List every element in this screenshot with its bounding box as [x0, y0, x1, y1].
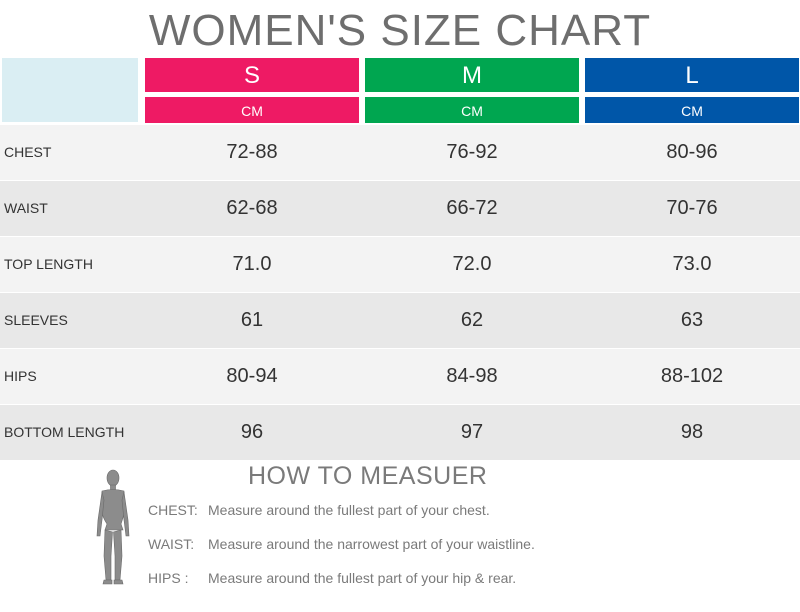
- cell-l: 98: [680, 421, 704, 443]
- cell-l: 70-76: [666, 197, 718, 219]
- size-unit-s: CM: [145, 97, 359, 123]
- cell-m: 66-72: [446, 197, 498, 219]
- size-unit-m: CM: [365, 97, 579, 123]
- howto-key: WAIST:: [148, 536, 195, 552]
- size-header-l: L: [585, 58, 799, 92]
- table-row-hips: HIPS 80-94 84-98 88-102: [0, 349, 800, 404]
- row-label: WAIST: [4, 200, 48, 216]
- howto-item-waist: WAIST: Measure around the narrowest part …: [148, 536, 535, 552]
- cell-s: 80-94: [226, 365, 278, 387]
- table-row-chest: CHEST 72-88 76-92 80-96: [0, 125, 800, 180]
- howto-text: Measure around the fullest part of your …: [208, 570, 517, 586]
- cell-s: 61: [240, 309, 264, 331]
- howto-text: Measure around the fullest part of your …: [208, 502, 490, 518]
- cell-m: 62: [460, 309, 484, 331]
- row-label: BOTTOM LENGTH: [4, 424, 125, 440]
- row-label: HIPS: [4, 368, 37, 384]
- header-corner-cell: [2, 58, 138, 122]
- table-row-waist: WAIST 62-68 66-72 70-76: [0, 181, 800, 236]
- table-row-bottom-length: BOTTOM LENGTH 96 97 98: [0, 405, 800, 460]
- row-label: CHEST: [4, 144, 52, 160]
- howto-item-hips: HIPS : Measure around the fullest part of…: [148, 570, 516, 586]
- howto-text: Measure around the narrowest part of you…: [208, 536, 535, 552]
- cell-m: 97: [460, 421, 484, 443]
- row-label: SLEEVES: [4, 312, 68, 328]
- female-body-silhouette-icon: [95, 468, 131, 593]
- cell-m: 84-98: [446, 365, 498, 387]
- cell-s: 71.0: [232, 253, 272, 275]
- cell-l: 80-96: [666, 141, 718, 163]
- cell-l: 73.0: [672, 253, 712, 275]
- howto-key: HIPS :: [148, 570, 189, 586]
- cell-m: 76-92: [446, 141, 498, 163]
- cell-s: 72-88: [226, 141, 278, 163]
- table-row-sleeves: SLEEVES 61 62 63: [0, 293, 800, 348]
- cell-s: 62-68: [226, 197, 278, 219]
- size-unit-l: CM: [585, 97, 799, 123]
- howto-item-chest: CHEST: Measure around the fullest part of…: [148, 502, 490, 518]
- size-header-s: S: [145, 58, 359, 92]
- chart-title: WOMEN'S SIZE CHART: [148, 6, 652, 55]
- cell-l: 63: [680, 309, 704, 331]
- row-label: TOP LENGTH: [4, 256, 93, 272]
- size-header-m: M: [365, 58, 579, 92]
- howto-key: CHEST:: [148, 502, 198, 518]
- howto-title: HOW TO MEASUER: [248, 462, 488, 490]
- cell-l: 88-102: [660, 365, 724, 387]
- cell-s: 96: [240, 421, 264, 443]
- cell-m: 72.0: [452, 253, 492, 275]
- table-row-top-length: TOP LENGTH 71.0 72.0 73.0: [0, 237, 800, 292]
